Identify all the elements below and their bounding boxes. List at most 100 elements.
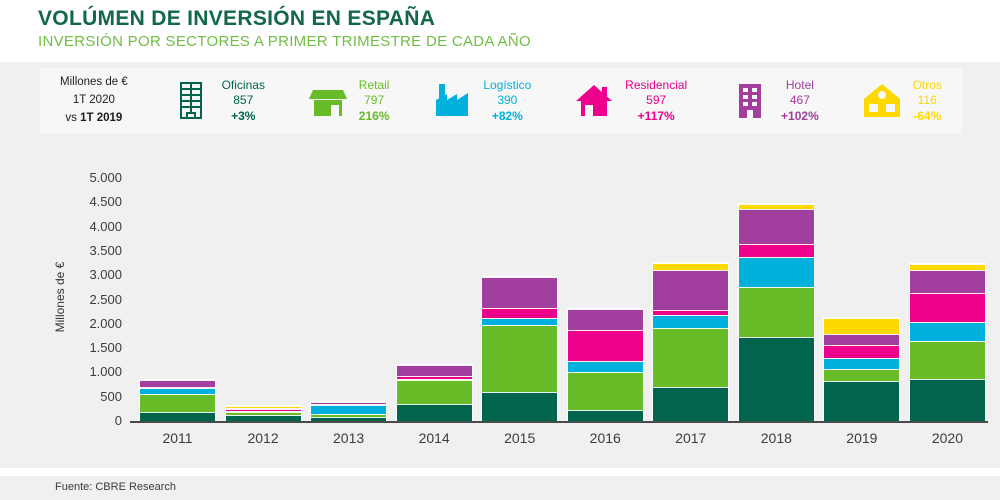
sector-value: 390 [497,93,518,108]
segment-logistico-2017 [653,315,729,329]
sector-change: 216% [358,108,390,123]
bar-2017 [652,262,730,422]
legend-sector-hotel: Hotel 467 +102% [728,78,819,125]
segment-oficinas-2019 [824,380,900,421]
sector-name: Hotel [785,77,814,92]
sector-value: 467 [789,93,810,108]
bar-2012 [224,405,302,422]
segment-retail-2018 [738,286,814,338]
segment-logistico-2012 [225,411,301,413]
y-tick-label: 0 [114,413,122,428]
segment-logistico-2014 [396,379,472,381]
sector-change: -64% [913,108,942,123]
segment-logistico-2020 [909,321,985,341]
segment-hotel-2017 [653,269,729,310]
house-alt-icon [860,79,904,123]
segment-oficinas-2013 [311,416,387,421]
legend-units-label: Millones de € [60,76,128,89]
sector-change: +82% [491,108,523,123]
bar-2011 [139,379,216,422]
segment-logistico-2013 [311,405,387,414]
segment-otros-2017 [653,263,729,270]
x-axis-line [130,421,988,423]
y-tick-label: 500 [100,388,122,404]
segment-retail-2013 [311,413,387,417]
x-axis-label-2017: 2017 [675,430,707,446]
segment-hotel-2014 [396,364,472,376]
segment-oficinas-2020 [909,379,985,421]
y-tick-label: 3.000 [89,267,122,283]
footer-divider [0,468,1000,476]
segment-residencial-2016 [567,330,643,362]
page-subtitle: INVERSIÓN POR SECTORES A PRIMER TRIMESTR… [38,33,531,50]
segment-residencial-2020 [909,292,985,322]
bar-2019 [823,317,901,422]
x-axis-label-2015: 2015 [504,430,536,446]
segment-oficinas-2011 [140,412,215,421]
segment-oficinas-2014 [396,404,472,421]
source-text: Fuente: CBRE Research [55,481,177,493]
office-building-icon [169,79,213,123]
x-axis-label-2018: 2018 [760,430,792,446]
y-tick-label: 2.000 [89,315,122,331]
bar-2013 [310,401,388,422]
legend-period-label: 1T 2020 [72,94,115,107]
segment-residencial-2011 [140,386,215,388]
segment-otros-2019 [824,318,900,334]
y-tick-label: 4.000 [89,218,122,234]
legend-units-block: Millones de € 1T 2020 vs 1T 2019 [60,74,128,127]
segment-otros-2018 [738,204,814,209]
segment-residencial-2013 [311,404,387,406]
x-axis-label-2011: 2011 [162,430,193,446]
segment-logistico-2019 [824,358,900,369]
x-axis-labels: 2011 2012 2013 2014 2015 2016 2017 2018 2019 2020 [140,430,985,446]
segment-hotel-2013 [311,402,387,405]
legend-sector-retail: Retail 797 216% [306,78,390,125]
sector-change: +117% [637,108,675,123]
y-tick-label: 1.000 [89,364,122,380]
bars-area [139,178,986,423]
sector-name: Oficinas [221,77,265,92]
legend-sector-residencial: Residencial 597 +117% [572,78,687,125]
segment-residencial-2018 [738,244,814,257]
bar-2015 [481,275,559,423]
segment-hotel-2018 [738,208,814,245]
x-axis-label-2012: 2012 [247,430,279,446]
segment-residencial-2012 [225,409,301,412]
segment-logistico-2018 [738,256,814,287]
segment-oficinas-2012 [225,415,301,421]
bar-2020 [908,263,986,422]
segment-hotel-2016 [567,309,643,331]
bar-2016 [566,308,644,422]
segment-residencial-2014 [396,375,472,380]
segment-retail-2020 [909,340,985,380]
segment-retail-2017 [653,328,729,388]
segment-residencial-2015 [482,308,558,319]
page-title: VOLÚMEN DE INVERSIÓN EN ESPAÑA [38,7,436,30]
hotel-building-icon [728,79,772,123]
segment-retail-2015 [482,324,558,392]
segment-hotel-2011 [140,380,215,387]
house-icon [572,79,616,123]
sector-name: Residencial [625,77,688,92]
bar-2014 [395,363,473,423]
segment-oficinas-2018 [738,337,814,421]
segment-oficinas-2015 [482,391,558,421]
y-tick-label: 5.000 [89,170,122,185]
retail-store-icon [306,79,350,123]
sector-change: +3% [231,108,256,123]
legend-vs-label: vs 1T 2019 [65,111,123,124]
segment-hotel-2015 [482,276,558,309]
factory-icon [430,79,474,123]
segment-otros-2020 [909,264,985,270]
sector-value: 116 [917,93,937,108]
x-axis-label-2014: 2014 [418,430,450,446]
sector-name: Otros [912,77,942,92]
segment-logistico-2016 [567,361,643,373]
header: VOLÚMEN DE INVERSIÓN EN ESPAÑA INVERSIÓN… [0,0,1000,62]
segment-hotel-2012 [225,408,301,410]
segment-oficinas-2017 [653,387,729,421]
legend-sector-oficinas: Oficinas 857 +3% [169,78,265,125]
segment-hotel-2020 [909,270,985,293]
